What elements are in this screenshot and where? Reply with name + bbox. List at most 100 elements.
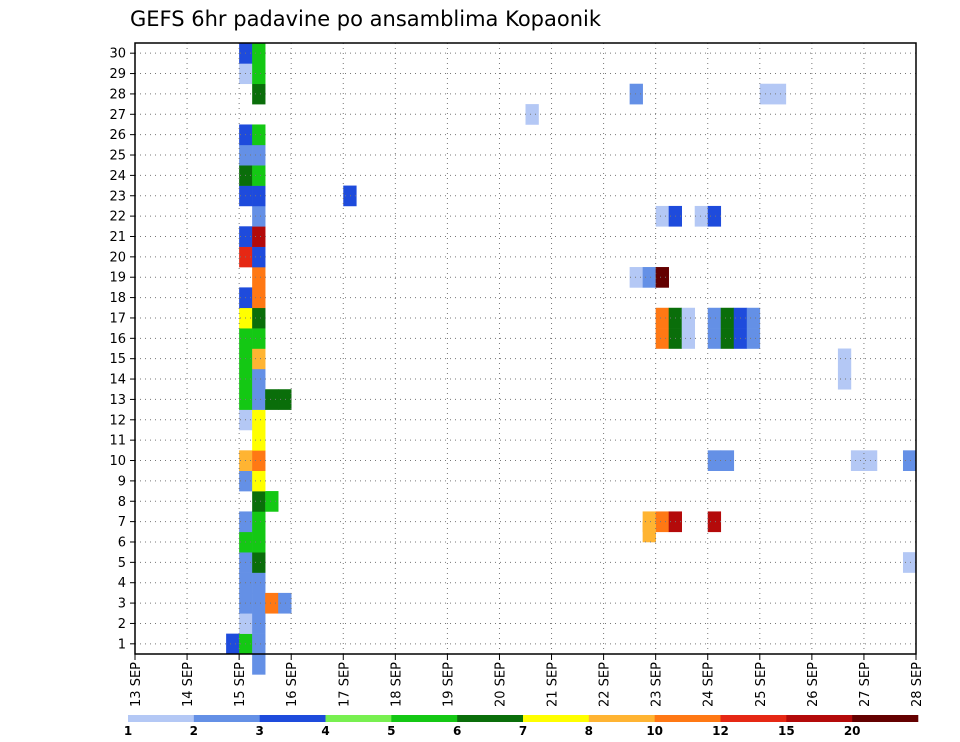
color-bar-swatch bbox=[523, 715, 590, 722]
heat-cell bbox=[837, 348, 852, 370]
heat-cell bbox=[252, 552, 266, 573]
color-bar-swatch bbox=[654, 715, 721, 722]
y-tick-label: 16 bbox=[109, 332, 126, 347]
color-bar-label: 12 bbox=[712, 724, 729, 738]
y-tick-label: 2 bbox=[118, 617, 126, 632]
x-tick-label: 20 SEP bbox=[493, 662, 508, 707]
color-bar-swatch bbox=[588, 715, 655, 722]
heat-cell bbox=[707, 511, 722, 533]
heat-cell bbox=[252, 572, 266, 594]
color-bar-label: 7 bbox=[519, 724, 527, 738]
heat-cell bbox=[850, 450, 865, 471]
y-tick-label: 14 bbox=[109, 373, 126, 388]
y-tick-label: 23 bbox=[109, 189, 126, 204]
heat-cell bbox=[837, 368, 852, 390]
y-tick-label: 7 bbox=[118, 515, 126, 530]
color-bar-swatch bbox=[128, 715, 195, 722]
heat-cell bbox=[655, 328, 669, 349]
heat-cell bbox=[252, 205, 266, 227]
color-bar-swatch bbox=[391, 715, 458, 722]
heat-cell bbox=[252, 124, 266, 146]
heat-cell bbox=[252, 429, 266, 451]
color-bar-swatch bbox=[193, 715, 260, 722]
heat-cell bbox=[278, 389, 292, 410]
heat-cell bbox=[343, 185, 357, 207]
x-tick-label: 25 SEP bbox=[754, 662, 769, 707]
y-tick-label: 24 bbox=[109, 169, 126, 184]
x-tick-label: 28 SEP bbox=[910, 662, 925, 707]
heat-cell bbox=[902, 450, 917, 471]
color-bar-swatch bbox=[259, 715, 326, 722]
heat-cell bbox=[707, 450, 722, 471]
heat-cell bbox=[655, 511, 669, 533]
color-bar-label: 8 bbox=[585, 724, 593, 738]
heat-cell bbox=[720, 450, 735, 471]
y-tick-label: 26 bbox=[109, 128, 126, 143]
heat-cell bbox=[707, 328, 722, 349]
color-bar-swatch bbox=[852, 715, 919, 722]
x-tick-label: 22 SEP bbox=[598, 662, 613, 707]
y-tick-label: 3 bbox=[118, 597, 126, 612]
heat-cell bbox=[772, 83, 787, 105]
heat-cell bbox=[265, 491, 279, 512]
heat-cell bbox=[252, 368, 266, 390]
heat-cell bbox=[655, 307, 669, 329]
y-tick-label: 30 bbox=[109, 47, 126, 62]
heat-cell bbox=[252, 613, 266, 634]
heat-cell bbox=[629, 83, 643, 105]
heat-cell bbox=[252, 83, 266, 105]
color-bar-swatch bbox=[457, 715, 524, 722]
y-tick-label: 9 bbox=[118, 474, 126, 489]
x-axis: 13 SEP 14 SEP 15 SEP 16 SEP 17 SEP 18 SEP 19 S… bbox=[129, 654, 925, 707]
grid-layer bbox=[135, 43, 916, 654]
heat-cell bbox=[720, 328, 735, 349]
x-tick-label: 17 SEP bbox=[337, 662, 352, 707]
y-tick-label: 19 bbox=[109, 271, 126, 286]
heat-cell bbox=[252, 491, 266, 512]
heat-cell bbox=[252, 633, 266, 655]
y-tick-label: 27 bbox=[109, 108, 126, 123]
heat-cell bbox=[252, 63, 266, 85]
color-bar-label: 5 bbox=[387, 724, 395, 738]
color-bar-label: 2 bbox=[190, 724, 198, 738]
y-tick-label: 18 bbox=[109, 291, 126, 306]
color-bar-label: 10 bbox=[646, 724, 663, 738]
x-tick-label: 21 SEP bbox=[546, 662, 561, 707]
heat-cell bbox=[759, 83, 774, 105]
color-bar-label: 4 bbox=[321, 724, 329, 738]
heat-cell bbox=[252, 307, 266, 329]
heat-cell bbox=[252, 165, 266, 186]
heat-cell bbox=[642, 267, 656, 288]
x-tick-label: 24 SEP bbox=[702, 662, 717, 707]
y-tick-label: 25 bbox=[109, 149, 126, 164]
heat-cell bbox=[252, 43, 266, 64]
x-tick-label: 16 SEP bbox=[285, 662, 300, 707]
color-bar-swatch bbox=[325, 715, 392, 722]
y-tick-label: 17 bbox=[109, 311, 126, 326]
x-tick-label: 18 SEP bbox=[389, 662, 404, 707]
heat-cell bbox=[252, 511, 266, 533]
color-bar-legend: 1 2 3 4 5 6 7 8 10 12 15 20 bbox=[124, 715, 919, 738]
y-tick-label: 15 bbox=[109, 352, 126, 367]
heat-cell bbox=[707, 205, 722, 227]
y-tick-label: 20 bbox=[109, 250, 126, 265]
heat-cell bbox=[681, 307, 696, 329]
x-tick-label: 15 SEP bbox=[233, 662, 248, 707]
x-tick-label: 26 SEP bbox=[806, 662, 821, 707]
heat-cell bbox=[265, 389, 279, 410]
heat-cell bbox=[252, 287, 266, 309]
heat-cell bbox=[746, 328, 761, 349]
heat-cell bbox=[720, 307, 735, 329]
heat-cell bbox=[681, 328, 696, 349]
x-tick-label: 19 SEP bbox=[441, 662, 456, 707]
heat-cell bbox=[252, 185, 266, 207]
heat-cell bbox=[252, 592, 266, 614]
y-tick-label: 21 bbox=[109, 230, 126, 245]
heat-cell bbox=[252, 654, 266, 675]
heat-cell bbox=[252, 531, 266, 553]
y-tick-label: 8 bbox=[118, 495, 126, 510]
heat-cell bbox=[746, 307, 761, 329]
y-tick-label: 6 bbox=[118, 535, 126, 550]
heat-cell bbox=[265, 592, 279, 614]
heat-cell bbox=[694, 205, 709, 227]
